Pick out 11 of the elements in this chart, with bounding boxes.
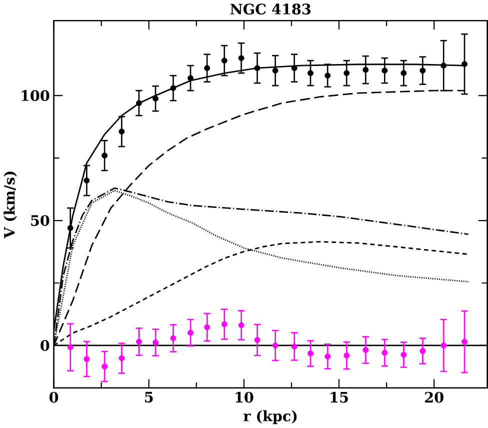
x-axis-title: r (kpc) <box>244 410 297 424</box>
y-axis-title: V (km/s) <box>4 172 17 239</box>
x-tick-label: 0 <box>49 392 58 403</box>
y-tick-label: 100 <box>22 90 50 102</box>
x-tick-label: 20 <box>425 392 444 403</box>
y-tick-label: 50 <box>31 215 50 226</box>
chart-title: NGC 4183 <box>230 4 310 15</box>
x-tick-label: 15 <box>330 392 348 403</box>
y-tick-label: 0 <box>40 340 50 351</box>
x-tick-label: 10 <box>236 392 254 403</box>
x-tick-label: 5 <box>145 392 153 403</box>
